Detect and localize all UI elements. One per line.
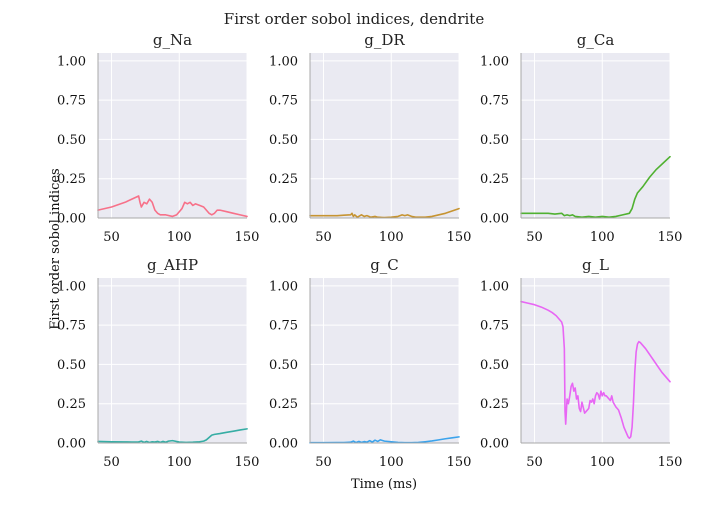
x-tick-label: 150 xyxy=(658,455,683,470)
y-axis-label: First order sobol indices xyxy=(48,168,63,329)
x-tick-label: 150 xyxy=(235,455,260,470)
x-tick-label: 100 xyxy=(590,455,615,470)
plot-area xyxy=(98,53,247,218)
y-tick-label: 0.50 xyxy=(480,133,509,148)
y-tick-label: 0.75 xyxy=(480,94,509,109)
subplot-g-ca: g_Ca 0.00 0.25 0.50 0.75 1.00 50 100 150 xyxy=(480,31,682,245)
x-tick-label: 150 xyxy=(447,230,472,245)
y-tick-label: 0.00 xyxy=(57,437,86,452)
series-line-g-ahp xyxy=(97,428,248,444)
y-tick-label: 1.00 xyxy=(269,279,298,294)
plot-area xyxy=(521,278,670,443)
subplot-title: g_Ca xyxy=(577,31,615,49)
x-tick-label: 50 xyxy=(103,230,120,245)
y-tick-label: 0.75 xyxy=(480,319,509,334)
series-line-g-l xyxy=(520,300,671,440)
y-tick-label: 0.50 xyxy=(480,358,509,373)
y-tick-label: 0.50 xyxy=(57,358,86,373)
y-tick-label: 0.00 xyxy=(269,437,298,452)
x-tick-label: 100 xyxy=(379,230,404,245)
subplot-grid: g_Na 0.00 0.25 0.50 0.75 1.00 50 100 150 g_DR 0.00… xyxy=(57,31,682,470)
y-tick-label: 0.75 xyxy=(269,319,298,334)
x-tick-label: 50 xyxy=(526,230,543,245)
y-tick-label: 0.75 xyxy=(269,94,298,109)
y-tick-label: 0.00 xyxy=(269,212,298,227)
x-tick-label: 100 xyxy=(167,455,192,470)
subplot-g-na: g_Na 0.00 0.25 0.50 0.75 1.00 50 100 150 xyxy=(57,31,259,245)
series-line-g-ca xyxy=(520,155,671,219)
y-tick-label: 0.25 xyxy=(57,397,86,412)
x-tick-label: 150 xyxy=(235,230,260,245)
y-tick-label: 0.25 xyxy=(480,397,509,412)
plot-area xyxy=(98,278,247,443)
x-tick-label: 100 xyxy=(590,230,615,245)
y-tick-label: 1.00 xyxy=(57,54,86,69)
y-tick-label: 0.50 xyxy=(269,133,298,148)
y-tick-label: 0.00 xyxy=(57,212,86,227)
subplot-title: g_L xyxy=(582,256,609,274)
x-tick-label: 50 xyxy=(315,230,332,245)
y-tick-label: 0.50 xyxy=(57,133,86,148)
y-tick-label: 0.50 xyxy=(269,358,298,373)
x-tick-label: 100 xyxy=(379,455,404,470)
subplot-title: g_DR xyxy=(364,31,405,49)
x-tick-label: 100 xyxy=(167,230,192,245)
y-tick-label: 0.25 xyxy=(269,397,298,412)
y-tick-label: 0.75 xyxy=(57,94,86,109)
x-axis-label: Time (ms) xyxy=(351,477,417,492)
figure-title: First order sobol indices, dendrite xyxy=(224,10,485,28)
y-tick-label: 1.00 xyxy=(480,54,509,69)
subplot-title: g_C xyxy=(370,256,399,274)
plot-area xyxy=(310,278,459,443)
x-tick-label: 150 xyxy=(447,455,472,470)
x-tick-label: 150 xyxy=(658,230,683,245)
series-line-g-na xyxy=(97,195,248,218)
y-tick-label: 0.25 xyxy=(57,172,86,187)
y-tick-label: 0.25 xyxy=(269,172,298,187)
y-tick-label: 0.75 xyxy=(57,319,86,334)
subplot-g-ahp: g_AHP 0.00 0.25 0.50 0.75 1.00 50 100 150 xyxy=(57,256,259,470)
y-tick-label: 1.00 xyxy=(480,279,509,294)
y-tick-label: 0.00 xyxy=(480,212,509,227)
subplot-g-dr: g_DR 0.00 0.25 0.50 0.75 1.00 50 100 150 xyxy=(269,31,471,245)
y-tick-label: 1.00 xyxy=(57,279,86,294)
y-tick-label: 0.25 xyxy=(480,172,509,187)
y-tick-label: 0.00 xyxy=(480,437,509,452)
x-tick-label: 50 xyxy=(103,455,120,470)
x-tick-label: 50 xyxy=(315,455,332,470)
subplot-title: g_AHP xyxy=(147,256,198,274)
plot-area xyxy=(310,53,459,218)
y-tick-label: 1.00 xyxy=(269,54,298,69)
subplot-g-l: g_L 0.00 0.25 0.50 0.75 1.00 50 100 150 xyxy=(480,256,682,470)
series-line-g-c xyxy=(309,436,460,444)
subplot-g-c: g_C 0.00 0.25 0.50 0.75 1.00 50 100 150 xyxy=(269,256,471,470)
x-tick-label: 50 xyxy=(526,455,543,470)
series-line-g-dr xyxy=(309,207,460,219)
plot-area xyxy=(521,53,670,218)
subplot-title: g_Na xyxy=(153,31,192,49)
